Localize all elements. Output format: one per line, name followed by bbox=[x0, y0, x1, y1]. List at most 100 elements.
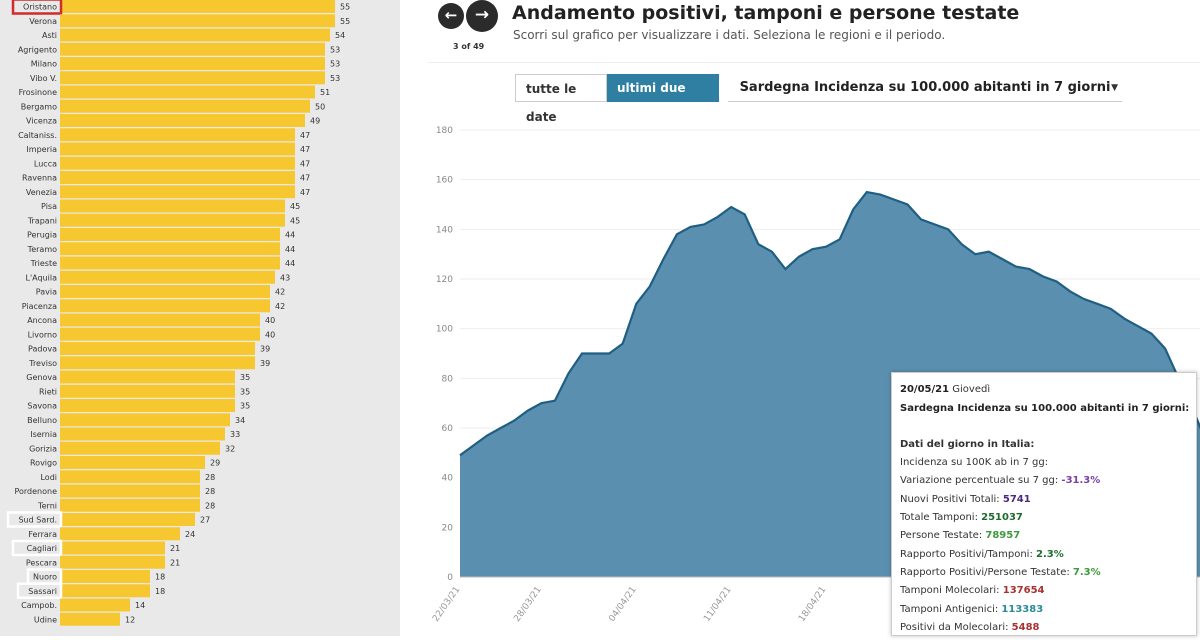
tab-all-dates[interactable]: tutte le date bbox=[515, 74, 607, 124]
ranking-bar-value: 21 bbox=[170, 544, 180, 553]
tooltip-weekday: Giovedì bbox=[952, 384, 991, 395]
tooltip-row-value: 2.3% bbox=[1036, 548, 1064, 560]
ranking-bar[interactable] bbox=[60, 427, 225, 441]
ranking-bar-label: Gorizia bbox=[29, 444, 57, 453]
tooltip-row-value: 113383 bbox=[1001, 603, 1044, 615]
ranking-bar[interactable] bbox=[60, 399, 235, 412]
ranking-bar[interactable] bbox=[60, 142, 295, 156]
ranking-bar[interactable] bbox=[60, 156, 295, 170]
ranking-bar-label: Savona bbox=[27, 402, 57, 411]
ranking-bar[interactable] bbox=[60, 285, 270, 298]
ranking-bar-value: 35 bbox=[240, 373, 250, 382]
ranking-bar[interactable] bbox=[60, 327, 260, 341]
ranking-bar-value: 50 bbox=[315, 102, 325, 111]
ranking-bar[interactable] bbox=[60, 242, 280, 256]
ranking-bar-label: Trieste bbox=[30, 259, 57, 268]
ranking-bar[interactable] bbox=[60, 384, 235, 398]
ranking-bar[interactable] bbox=[60, 484, 200, 498]
ranking-bar[interactable] bbox=[60, 299, 270, 313]
tooltip-date: 20/05/21 bbox=[900, 384, 950, 395]
ranking-bar-value: 28 bbox=[205, 487, 215, 496]
ranking-bar-label: Cagliari bbox=[27, 544, 57, 553]
tab-last-two-months[interactable]: ultimi due mesi bbox=[607, 74, 719, 123]
ranking-bar-value: 43 bbox=[280, 273, 290, 282]
tooltip-row-label: Tamponi Molecolari: bbox=[900, 585, 1003, 597]
ranking-bar[interactable] bbox=[60, 584, 150, 598]
tooltip-metric-value: 25 bbox=[1196, 400, 1197, 415]
ranking-bar-value: 21 bbox=[170, 558, 180, 567]
ranking-bar[interactable] bbox=[60, 342, 255, 355]
ranking-bar[interactable] bbox=[60, 541, 165, 555]
tooltip-row-label: Rapporto Positivi/Persone Testate: bbox=[900, 566, 1073, 578]
ranking-bar-label: Nuoro bbox=[33, 573, 57, 582]
next-button[interactable]: → bbox=[466, 0, 498, 32]
ranking-bar[interactable] bbox=[60, 114, 305, 127]
tooltip-metric-line: Sardegna Incidenza su 100.000 abitanti i… bbox=[900, 399, 1189, 417]
ranking-highlight-box bbox=[11, 539, 63, 557]
ranking-bar[interactable] bbox=[60, 71, 325, 85]
y-tick-label: 100 bbox=[436, 325, 453, 335]
ranking-bar[interactable] bbox=[60, 456, 205, 469]
ranking-bar-value: 53 bbox=[330, 45, 340, 54]
ranking-bar[interactable] bbox=[60, 256, 280, 270]
ranking-bar[interactable] bbox=[60, 42, 325, 56]
ranking-bar-value: 24 bbox=[185, 530, 195, 539]
ranking-bar-value: 45 bbox=[290, 216, 300, 225]
ranking-bar[interactable] bbox=[60, 185, 295, 199]
ranking-bar[interactable] bbox=[60, 171, 295, 184]
page-counter: 3 of 49 bbox=[453, 42, 485, 51]
ranking-bar[interactable] bbox=[60, 228, 280, 241]
ranking-bar[interactable] bbox=[60, 57, 325, 70]
ranking-bar[interactable] bbox=[60, 413, 230, 427]
ranking-bar[interactable] bbox=[60, 128, 295, 142]
ranking-bar[interactable] bbox=[60, 570, 150, 583]
ranking-bar-value: 47 bbox=[300, 188, 310, 197]
ranking-bar[interactable] bbox=[60, 199, 285, 213]
ranking-bar-label: Caltaniss. bbox=[18, 131, 57, 140]
ranking-bar[interactable] bbox=[60, 99, 310, 113]
ranking-bar[interactable] bbox=[60, 313, 260, 327]
tooltip-row-label: Positivi da Molecolari: bbox=[900, 621, 1012, 633]
ranking-bar-label: Ferrara bbox=[28, 530, 57, 539]
ranking-bar[interactable] bbox=[60, 598, 130, 612]
ranking-bar-label: Trapani bbox=[27, 216, 57, 225]
ranking-bar-label: Pescara bbox=[26, 558, 57, 567]
ranking-bar-label: Perugia bbox=[27, 231, 57, 240]
ranking-bar-value: 44 bbox=[285, 259, 295, 268]
tooltip-row-value: 251037 bbox=[981, 512, 1023, 524]
ranking-bar-label: Oristano bbox=[23, 3, 57, 12]
ranking-bar[interactable] bbox=[60, 0, 335, 13]
ranking-bar-label: Ravenna bbox=[22, 174, 57, 183]
ranking-bar-value: 45 bbox=[290, 202, 300, 211]
ranking-bar-value: 12 bbox=[125, 615, 135, 624]
ranking-bar-label: Campob. bbox=[21, 601, 57, 610]
ranking-bar[interactable] bbox=[60, 498, 200, 512]
ranking-bar-label: Isernia bbox=[30, 430, 57, 439]
ranking-bar[interactable] bbox=[60, 213, 285, 227]
ranking-bar[interactable] bbox=[60, 270, 275, 284]
ranking-bar[interactable] bbox=[60, 370, 235, 384]
ranking-bar[interactable] bbox=[60, 612, 120, 626]
ranking-bar-value: 47 bbox=[300, 131, 310, 140]
ranking-bar[interactable] bbox=[60, 527, 180, 541]
metric-select[interactable]: Sardegna Incidenza su 100.000 abitanti i… bbox=[728, 74, 1122, 102]
tooltip-row: Variazione percentuale su 7 gg: -31.3% bbox=[900, 472, 1188, 490]
ranking-bar[interactable] bbox=[60, 14, 335, 28]
ranking-bar-label: Verona bbox=[29, 17, 57, 26]
page-title: Andamento positivi, tamponi e persone te… bbox=[512, 2, 1020, 24]
ranking-bar[interactable] bbox=[60, 555, 165, 569]
ranking-bar-value: 39 bbox=[260, 359, 270, 368]
ranking-highlight-box bbox=[16, 582, 63, 599]
ranking-bar-value: 55 bbox=[340, 17, 350, 26]
ranking-bar-value: 35 bbox=[240, 387, 250, 396]
ranking-bar[interactable] bbox=[60, 28, 330, 42]
ranking-bar-label: Bergamo bbox=[21, 102, 57, 111]
ranking-bar[interactable] bbox=[60, 85, 315, 99]
ranking-bar[interactable] bbox=[60, 356, 255, 370]
ranking-bar[interactable] bbox=[60, 441, 220, 455]
previous-button[interactable]: ← bbox=[438, 3, 464, 29]
ranking-bar[interactable] bbox=[60, 470, 200, 484]
ranking-bar-value: 47 bbox=[300, 174, 310, 183]
ranking-bar[interactable] bbox=[60, 513, 195, 526]
ranking-bar-value: 14 bbox=[135, 601, 145, 610]
